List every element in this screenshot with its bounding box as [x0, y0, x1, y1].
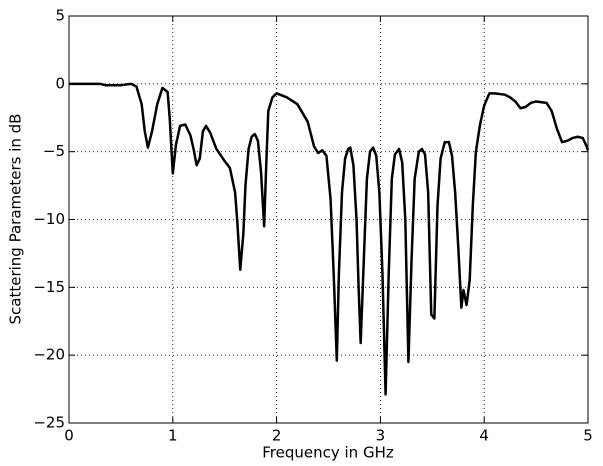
y-tick-label: −25 [33, 414, 65, 432]
x-tick-label: 1 [168, 427, 178, 445]
x-tick-label: 2 [272, 427, 282, 445]
x-tick-label: 4 [479, 427, 489, 445]
x-tick-label: 0 [64, 427, 74, 445]
y-axis-label: Scattering Parameters in dB [7, 114, 25, 325]
plot-frame [68, 15, 589, 424]
x-axis-label: Frequency in GHz [262, 444, 394, 462]
y-tick-label: −15 [33, 278, 65, 296]
x-tick-label: 3 [376, 427, 386, 445]
y-tick-label: −10 [33, 210, 65, 228]
y-tick-label: 0 [55, 74, 65, 92]
x-tick-label: 5 [583, 427, 593, 445]
y-tick-label: −20 [33, 346, 65, 364]
y-tick-label: −5 [43, 142, 65, 160]
data-line [69, 82, 590, 396]
y-tick-label: 5 [55, 7, 65, 25]
